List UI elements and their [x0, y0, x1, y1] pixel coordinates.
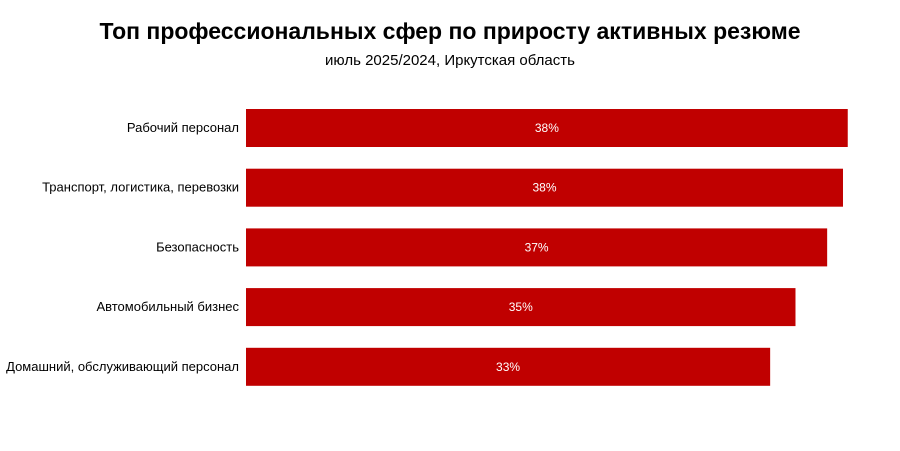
data-label: 33%	[496, 360, 520, 374]
bar	[246, 288, 796, 327]
data-label: 38%	[532, 181, 556, 195]
data-label: 37%	[525, 240, 549, 254]
category-label: Транспорт, логистика, перевозки	[42, 180, 239, 195]
bar	[246, 347, 771, 386]
bar	[246, 168, 843, 207]
data-label: 38%	[535, 121, 559, 135]
chart-subtitle: июль 2025/2024, Иркутская область	[325, 52, 575, 69]
bar	[246, 109, 848, 147]
category-label: Автомобильный бизнес	[96, 299, 239, 314]
chart-title: Топ профессиональных сфер по приросту ак…	[99, 18, 801, 44]
category-label: Рабочий персонал	[127, 120, 239, 135]
category-label: Домашний, обслуживающий персонал	[6, 359, 239, 374]
bar	[246, 228, 828, 267]
data-label: 35%	[509, 300, 533, 314]
category-label: Безопасность	[156, 239, 239, 254]
